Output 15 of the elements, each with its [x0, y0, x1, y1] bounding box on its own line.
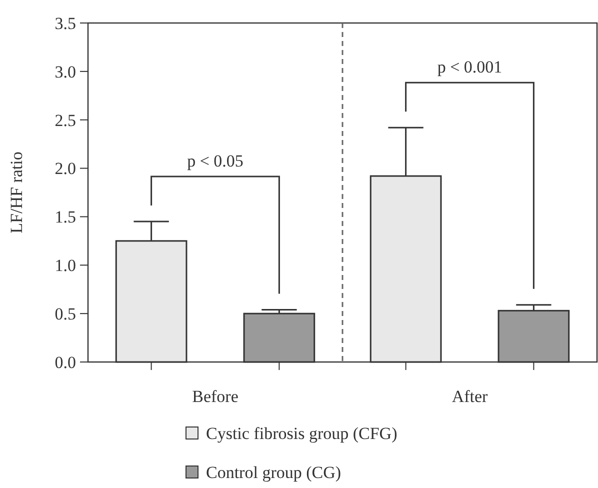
- x-tick-label: Before: [192, 387, 238, 406]
- x-tick-label: After: [452, 387, 488, 406]
- y-tick-label: 2.0: [54, 159, 76, 178]
- legend-label: Control group (CG): [206, 462, 342, 482]
- y-tick-label: 3.0: [54, 62, 76, 82]
- y-axis-title: LF/HF ratio: [7, 152, 26, 234]
- y-tick-label: 3.5: [54, 14, 76, 33]
- y-tick-label: 1.0: [54, 256, 76, 276]
- annotation: p < 0.001: [437, 58, 502, 77]
- annotation: p < 0.05: [187, 152, 244, 171]
- y-tick-label: 0.5: [54, 304, 76, 324]
- legend-label: Cystic fibrosis group (CFG): [206, 424, 398, 443]
- y-tick-label: 2.5: [54, 110, 76, 130]
- y-tick-label: 0.0: [54, 352, 76, 372]
- y-tick-label: 1.5: [54, 208, 76, 227]
